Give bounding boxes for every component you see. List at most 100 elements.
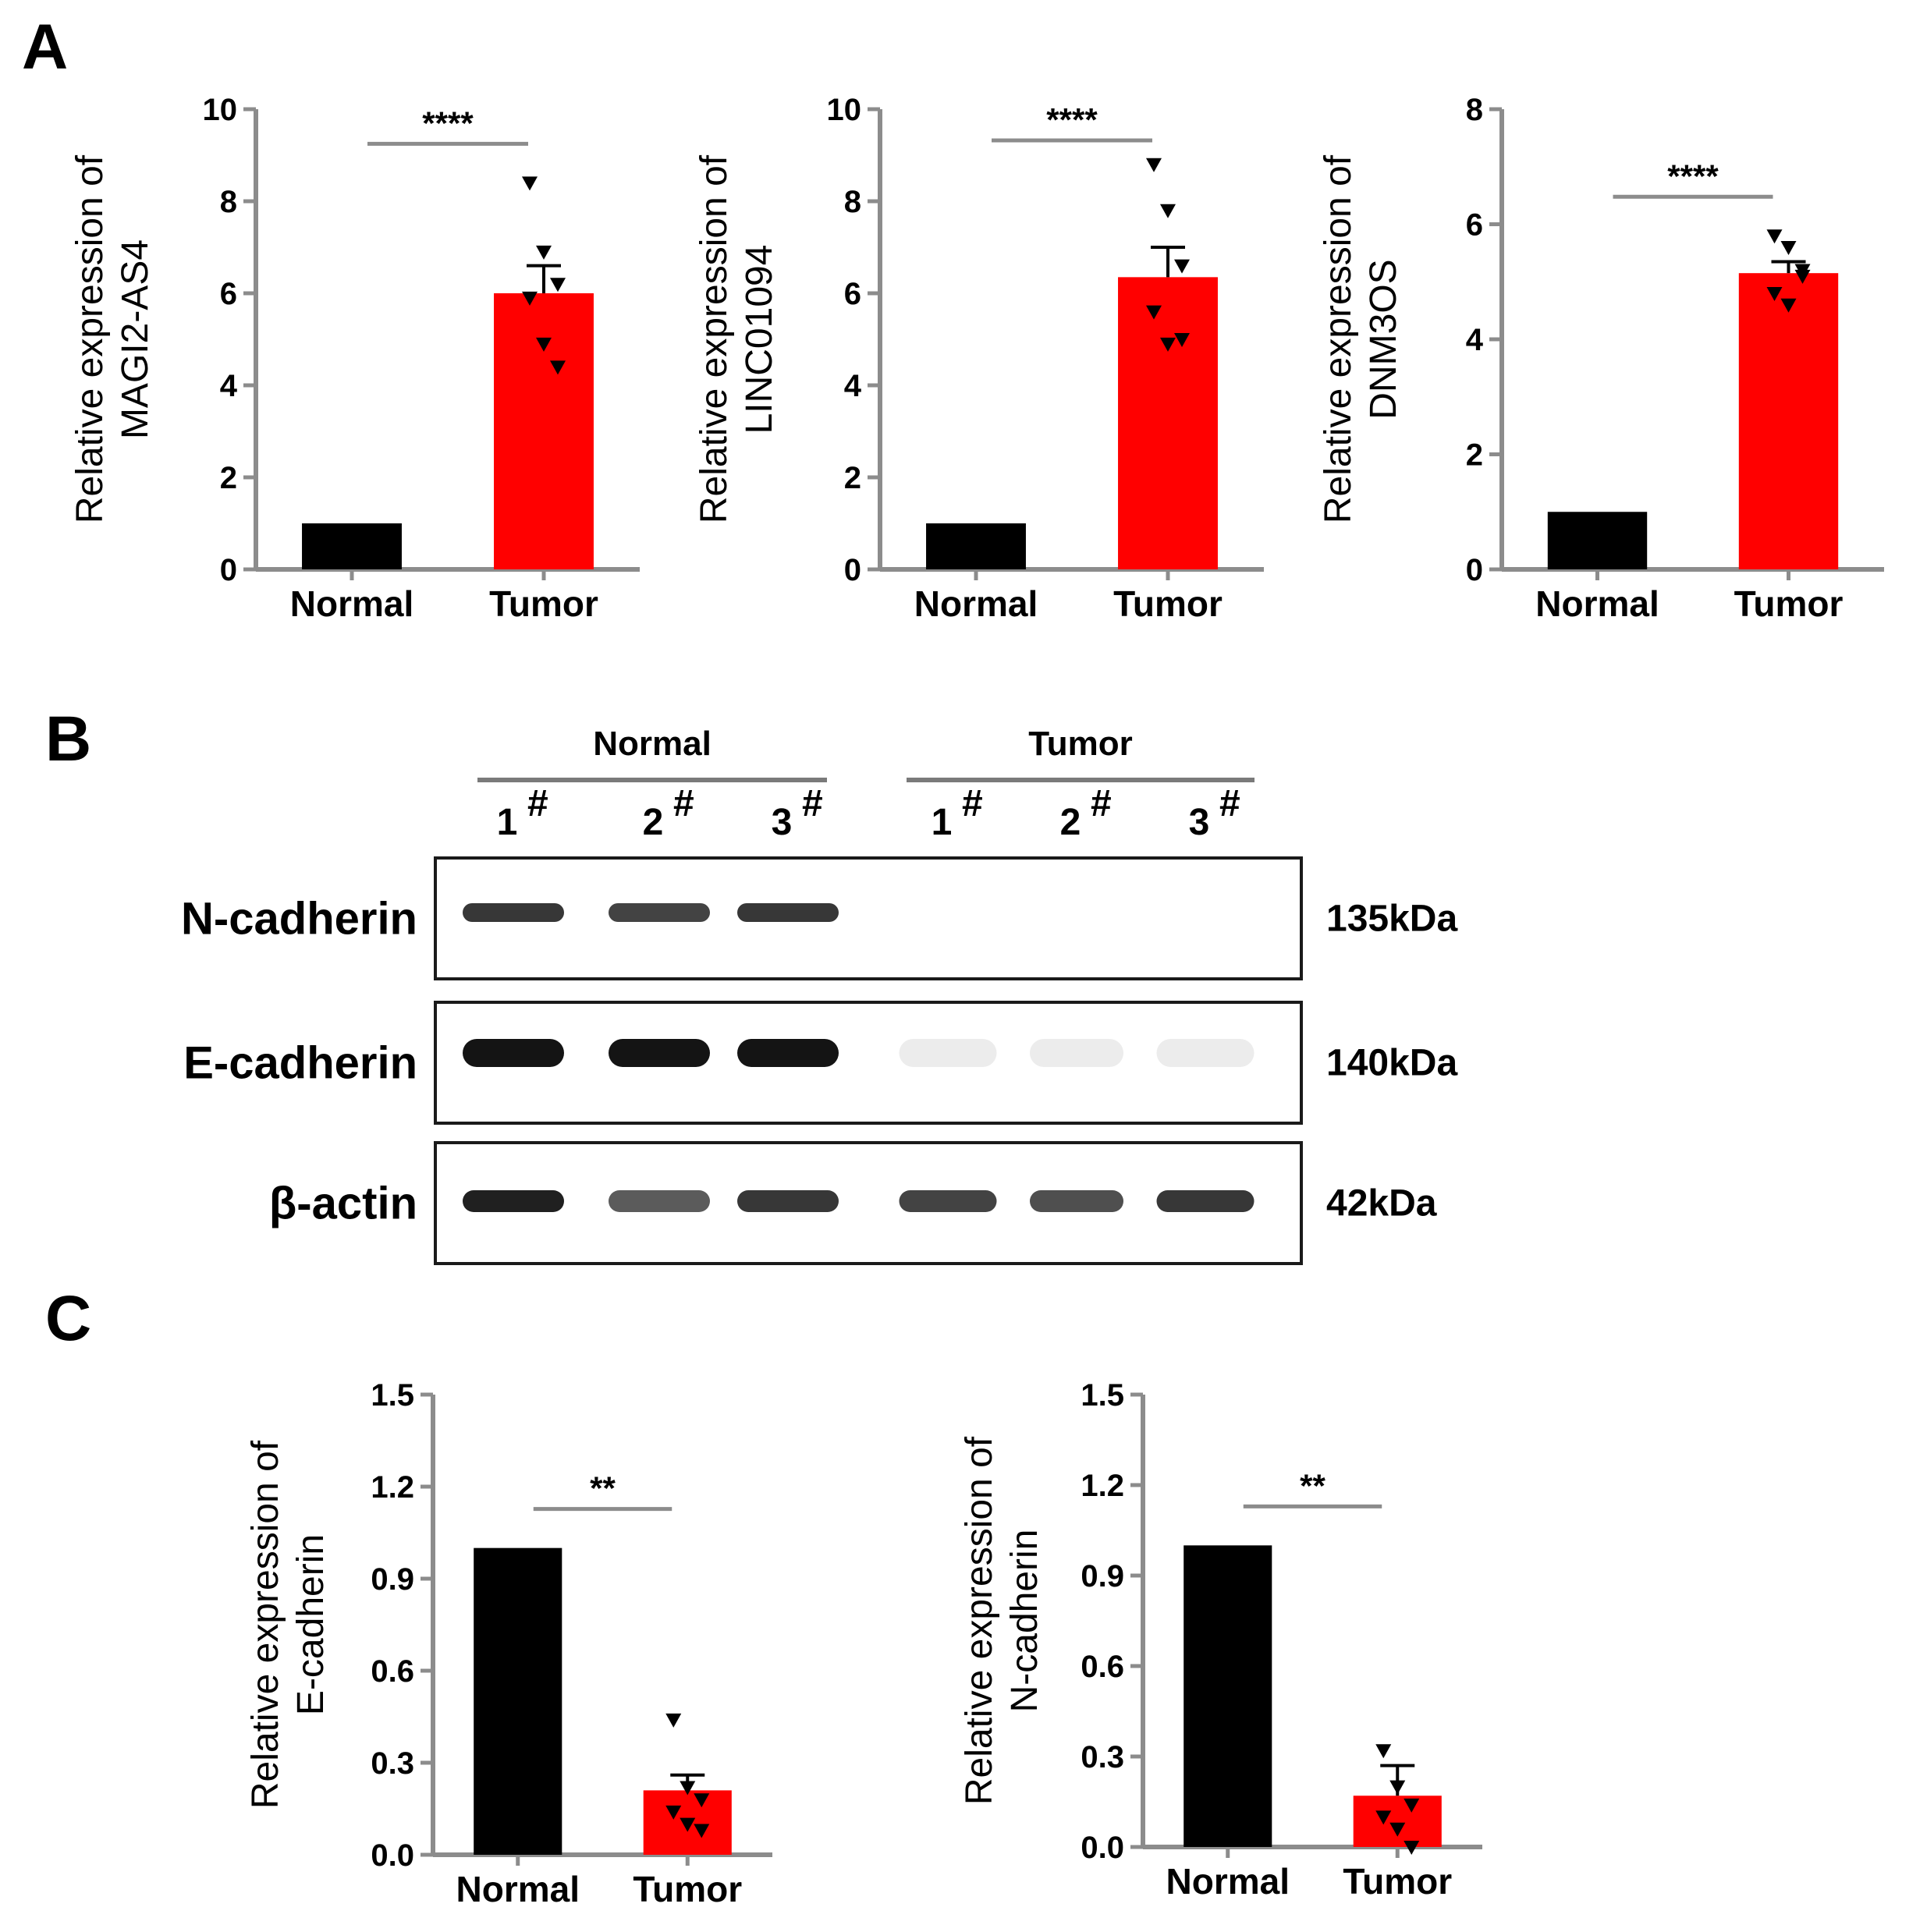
significance-label: ** [590, 1470, 616, 1507]
panel-letter-a: A [22, 12, 68, 83]
data-point [680, 1817, 696, 1832]
blot-protein-label: β-actin [269, 1179, 417, 1229]
blot-kda-label: 135kDa [1326, 899, 1457, 940]
y-tick-label: 0.0 [1081, 1831, 1124, 1865]
y-tick-label: 8 [220, 185, 237, 219]
x-tick-label: Normal [914, 583, 1038, 624]
y-tick-label: 6 [220, 277, 237, 311]
chart-e-cadherin: 0.0 0.3 0.6 0.9 1.2 1.5 Relative expression of… [245, 1378, 772, 1909]
y-axis-title: Relative expression of [245, 1440, 286, 1809]
data-point [680, 1781, 696, 1796]
y-tick-label: 10 [827, 93, 862, 127]
data-point [1389, 1822, 1406, 1837]
y-tick-label: 4 [220, 369, 238, 403]
data-point [1375, 1744, 1392, 1759]
y-tick-label: 0.9 [371, 1562, 414, 1597]
data-point [550, 360, 566, 375]
bar-tumor [1118, 277, 1218, 569]
y-tick-label: 1.2 [1081, 1469, 1124, 1503]
data-point [1766, 229, 1783, 244]
blot-band [737, 1039, 839, 1067]
y-axis-title: DNM3OS [1363, 259, 1404, 419]
x-tick-label: Tumor [489, 583, 598, 624]
x-tick-label: Normal [290, 583, 413, 624]
bar-tumor [1738, 273, 1839, 569]
data-point [550, 278, 566, 292]
y-tick-label: 1.2 [371, 1470, 414, 1505]
data-point [694, 1824, 710, 1838]
blot-lane-label: 3 [772, 802, 793, 843]
y-tick-label: 0.6 [371, 1654, 414, 1689]
y-tick-label: 0 [1466, 553, 1483, 587]
blot-band [899, 1039, 997, 1067]
data-point [1780, 241, 1797, 255]
y-tick-label: 0.0 [371, 1838, 414, 1873]
y-tick-label: 0.9 [1081, 1559, 1124, 1593]
data-point [694, 1793, 710, 1808]
y-tick-label: 8 [844, 185, 861, 219]
x-tick-label: Tumor [633, 1869, 742, 1909]
data-point [1146, 158, 1162, 172]
blot-band [609, 1190, 710, 1212]
blot-group-label: Normal [593, 725, 712, 763]
significance-label: ** [1300, 1467, 1325, 1504]
bar-tumor [1353, 1796, 1442, 1847]
blot-band [463, 1039, 564, 1067]
y-tick-label: 1.5 [1081, 1378, 1124, 1413]
blot-protein-label: E-cadherin [183, 1038, 417, 1089]
blot-band [609, 1039, 710, 1067]
bar-normal [474, 1547, 562, 1855]
y-axis-title: N-cadherin [1004, 1530, 1045, 1713]
blot-band [737, 903, 839, 922]
x-tick-label: Tumor [1113, 583, 1223, 624]
chart-dnm3os: 0 2 4 6 8 Relative expression of DNM3OS Normal T… [1318, 93, 1884, 624]
blot-frame [434, 1001, 1303, 1125]
blot-band [609, 903, 710, 922]
bar-normal [926, 523, 1026, 569]
significance-label: **** [1046, 101, 1098, 138]
blot-band [463, 903, 564, 922]
blot-band [1156, 1190, 1255, 1212]
bar-normal [302, 523, 402, 569]
y-tick-label: 0.6 [1081, 1650, 1124, 1684]
data-point [522, 176, 538, 191]
y-axis-title: Relative expression of [1318, 154, 1359, 523]
blot-group-label: Tumor [1028, 725, 1133, 763]
chart-magi2-as4: 0 2 4 6 8 10 Relative expression of MAGI2-AS4 No… [69, 93, 640, 624]
x-tick-label: Tumor [1343, 1861, 1452, 1902]
y-tick-label: 4 [844, 369, 862, 403]
y-tick-label: 0.3 [371, 1746, 414, 1781]
blot-band [1030, 1039, 1123, 1067]
blot-band [1030, 1190, 1123, 1212]
panel-letter-b: B [45, 704, 91, 775]
y-axis-title: Relative expression of [69, 154, 111, 523]
y-axis-title: E-cadherin [290, 1534, 332, 1715]
blot-kda-label: 42kDa [1326, 1183, 1437, 1225]
data-point [1160, 337, 1176, 352]
y-tick-label: 8 [1466, 93, 1483, 127]
blot-lane-mark: # [1091, 783, 1112, 824]
data-point [665, 1713, 682, 1728]
x-tick-label: Normal [1166, 1861, 1290, 1902]
x-tick-label: Normal [1535, 583, 1659, 624]
y-tick-label: 0.3 [1081, 1740, 1124, 1774]
y-tick-label: 4 [1466, 323, 1484, 357]
blot-band [463, 1190, 564, 1212]
data-point [1174, 333, 1190, 347]
blot-lane-mark: # [1219, 783, 1240, 824]
significance-label: **** [422, 105, 474, 141]
y-tick-label: 6 [844, 277, 861, 311]
data-point [1404, 1798, 1420, 1813]
data-point [1780, 298, 1797, 313]
y-tick-label: 0 [220, 553, 237, 587]
data-point [1146, 305, 1162, 320]
data-point [665, 1805, 682, 1820]
blot-frame [434, 856, 1303, 980]
data-point [536, 337, 552, 352]
y-tick-label: 2 [844, 461, 861, 495]
blot-lane-mark: # [962, 783, 983, 824]
data-point [1794, 264, 1811, 278]
chart-linc01094: 0 2 4 6 8 10 Relative expression of LINC01094 No… [694, 93, 1264, 624]
data-point [536, 245, 552, 260]
